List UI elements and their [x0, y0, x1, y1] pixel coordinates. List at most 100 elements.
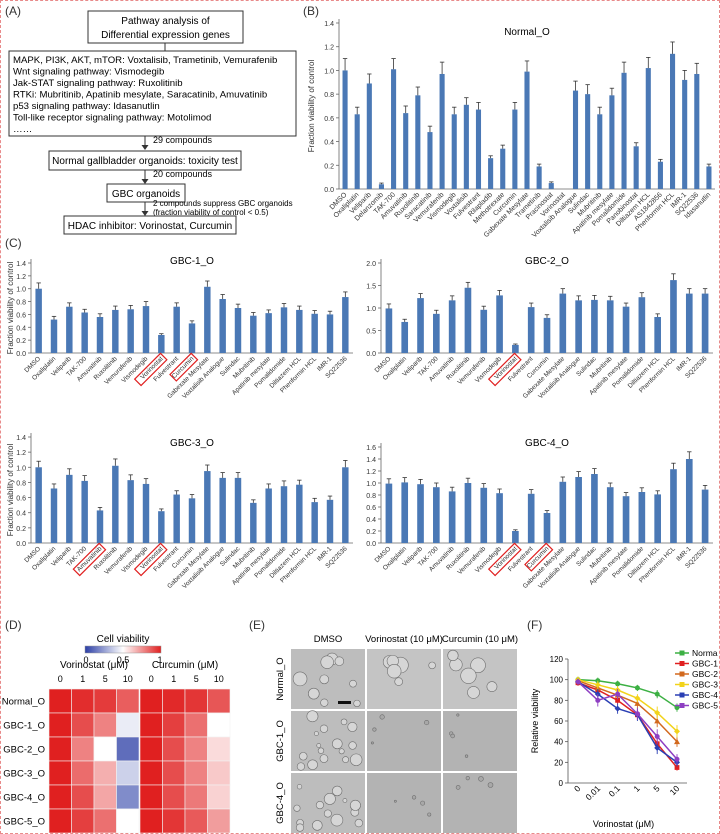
bar-fulvestrant	[475, 109, 482, 189]
y-axis-label: Fraction viability of control	[307, 60, 316, 153]
highlight-box-vorinostat	[133, 352, 168, 387]
chart-title: GBC-2_O	[525, 256, 569, 267]
series-line-gbc-4-o	[577, 681, 678, 763]
heatmap-cell-normal-o-1-2	[184, 688, 208, 714]
organoid-shape	[307, 759, 318, 770]
drug-line-3: RTKi: Mubritinib, Apatinib mesylate, Sar…	[13, 90, 267, 101]
heatmap-cell-gbc-5-o-1-2	[184, 808, 208, 833]
legend-marker-gbc-2-o	[679, 671, 685, 677]
micrograph-row-gbc-4-o: GBC-4_O	[275, 782, 286, 824]
organoid-shape	[316, 743, 322, 748]
panel-label-a: (A)	[5, 4, 21, 18]
heatmap-cell-gbc-3-o-0-0	[48, 760, 72, 786]
organoid-shape	[320, 698, 329, 707]
bar-vorinostat	[512, 531, 519, 543]
organoid-shape	[319, 724, 329, 733]
bar-gabexate-mesylate	[204, 471, 211, 543]
heatmap-cell-gbc-4-o-0-3	[116, 784, 140, 810]
bar-fulvestrant	[527, 307, 535, 353]
organoid-shape	[323, 809, 332, 818]
panel-c-gbc2: GBC-2_O0.00.51.01.52.0DMSOOxaliplatinVel…	[366, 256, 713, 400]
bar-diltiazem-hcl	[645, 68, 651, 189]
y-tick-label: 0.6	[16, 496, 26, 503]
bar-ruxolitinib	[415, 95, 421, 189]
bar-tak-700	[81, 312, 88, 353]
heatmap-row-label-gbc-1-o: GBC-1_O	[3, 721, 45, 732]
organoid-shape	[331, 738, 343, 750]
chart-title: GBC-1_O	[170, 256, 214, 267]
x-tick-label: 10	[668, 783, 682, 797]
bar-mubritinib	[606, 487, 614, 543]
bar-gabexate-mesylate	[204, 286, 211, 353]
bar-dmso	[35, 288, 42, 353]
highlight-box-amuvatinib	[72, 542, 107, 577]
bar-vorinostat	[158, 511, 165, 543]
heatmap-cell-gbc-5-o-1-0	[139, 808, 163, 833]
x-axis-label: Vorinostat (μM)	[593, 819, 654, 829]
y-tick-label: 1.0	[16, 465, 26, 472]
bar-voxtalisib	[463, 104, 469, 189]
arrow-1-label: 29 compounds	[153, 135, 213, 145]
organoid-shape	[349, 679, 357, 688]
bar-as1842856	[657, 161, 663, 189]
bar-apatinib-mesylate	[265, 313, 272, 353]
bar-apatinib-mesylate	[609, 95, 615, 189]
heatmap-row-label-gbc-2-o: GBC-2_O	[3, 745, 45, 756]
gbc-box	[106, 183, 186, 203]
bar-vismodegib	[496, 295, 503, 353]
heatmap-column-label: 10	[123, 674, 133, 684]
y-tick-label: 0.8	[16, 480, 26, 487]
organoid-shape	[320, 655, 334, 669]
chart-title: Normal_O	[504, 27, 550, 38]
heatmap-cell-gbc-2-o-1-0	[139, 736, 163, 762]
arrow-3-label-2: (fraction viability of control < 0.5)	[153, 208, 269, 217]
heatmap-row-label-gbc-3-o: GBC-3_O	[3, 769, 45, 780]
heatmap-cell-gbc-1-o-0-0	[48, 712, 72, 738]
y-tick-label: 0.6	[16, 312, 26, 319]
series-line-gbc-2-o	[577, 679, 678, 743]
legend-label-gbc-4-o: GBC-4	[692, 690, 718, 700]
organoid-shape	[464, 754, 469, 758]
y-tick-label: 1.0	[16, 287, 26, 294]
bar-diltiazem-hcl	[296, 484, 303, 543]
y-tick-label: 1.6	[366, 445, 376, 452]
series-line-gbc-1-o	[577, 682, 678, 768]
bar-oxaliplatin	[50, 319, 58, 353]
bar-gabexate-mesylate	[524, 71, 530, 189]
y-tick-label: 0.2	[16, 526, 26, 533]
y-tick-label: 0.2	[366, 529, 376, 536]
organoid-shape	[379, 714, 385, 720]
bar-apatinib-mesylate	[622, 306, 630, 353]
bar-methotrexate	[500, 148, 506, 189]
y-axis-label: Fraction viability of control	[6, 444, 15, 537]
organoid-shape	[330, 813, 344, 827]
y-tick-label: 0.4	[324, 140, 334, 147]
bar-sq22536	[694, 73, 700, 189]
organoid-shape	[338, 748, 345, 755]
bar-voxtalisib-analogue	[219, 299, 226, 353]
y-tick-label: 0.2	[324, 163, 334, 170]
organoid-shape	[460, 667, 477, 684]
heatmap-cell-normal-o-1-3	[207, 688, 231, 714]
legend-marker-gbc-4-o	[679, 692, 685, 698]
bar-sulindac	[591, 474, 598, 543]
x-tick-label: 1	[631, 783, 642, 794]
series-line-gbc-3-o	[577, 678, 678, 732]
legend-marker-gbc-1-o	[679, 661, 685, 666]
organoid-shape	[308, 687, 320, 700]
bar-vorinostat	[158, 335, 165, 353]
legend-tick-05: 0.5	[117, 655, 130, 665]
heatmap-cell-gbc-2-o-1-2	[184, 736, 208, 762]
bar-pomalidomide	[280, 307, 288, 353]
bar-voxtalisib-analogue	[572, 90, 579, 189]
y-tick-label: 1.0	[324, 68, 334, 75]
bar-vismodegib	[451, 114, 457, 189]
panel-label-e: (E)	[249, 618, 265, 632]
x-tick-label: 0.1	[607, 783, 623, 799]
organoid-shape	[349, 753, 363, 766]
heatmap-cell-gbc-2-o-0-3	[116, 736, 140, 762]
bar-sulindac	[234, 308, 242, 353]
y-tick-label: 0.0	[16, 541, 26, 548]
bar-diltiazem-hcl	[654, 317, 661, 353]
